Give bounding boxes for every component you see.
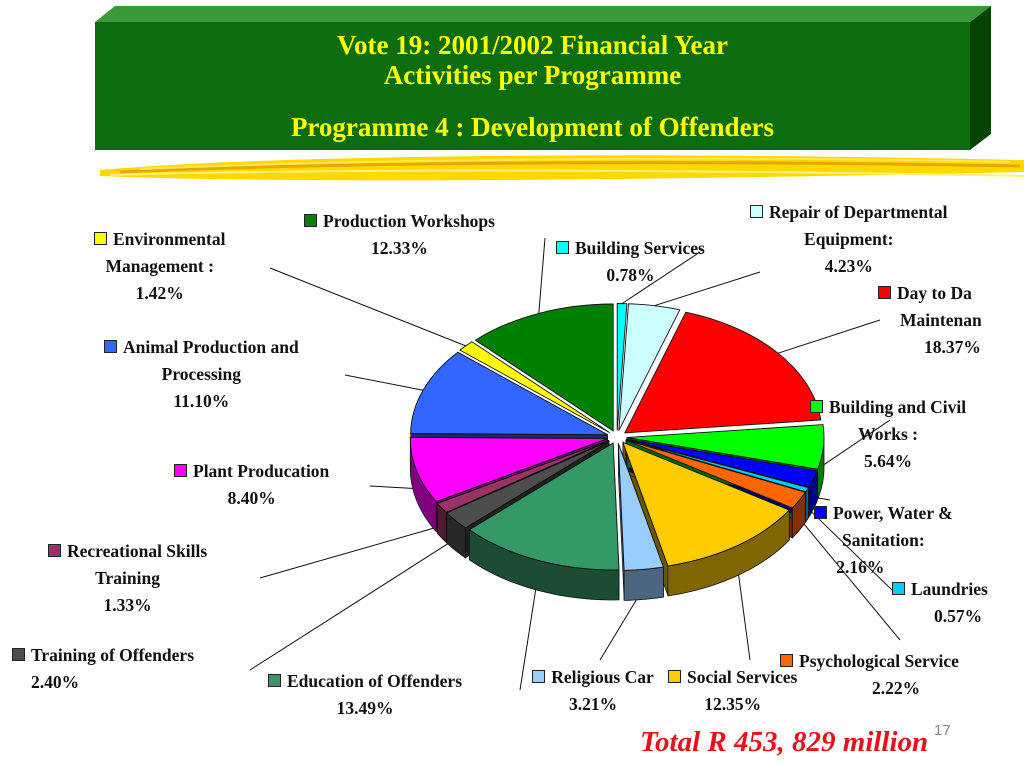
leader-line-13: [344, 374, 424, 391]
pie-slice-14: [459, 341, 610, 433]
page-number: 17: [934, 722, 951, 739]
slice-label-production-workshops: Production Workshops 12.33%: [304, 208, 495, 262]
leader-lines: [249, 237, 901, 691]
slice-label-repair-equipment: Repair of Departmental Equipment: 4.23%: [750, 199, 948, 280]
leader-line-1: [654, 271, 761, 307]
pie-slice-9: [468, 442, 620, 571]
pie-slice-7: [622, 441, 791, 567]
leader-line-2: [777, 319, 881, 354]
total-amount: Total R 453, 829 million: [640, 726, 929, 758]
title-banner-shape: [95, 6, 991, 150]
legend-swatch: [94, 232, 107, 245]
pie-slice-3: [626, 424, 825, 470]
legend-swatch: [304, 214, 317, 227]
title-line-1: Vote 19: 2001/2002 Financial Year: [337, 30, 728, 60]
slice-label-power-water-sanitation: Power, Water & Sanitation: 2.16%: [814, 500, 953, 581]
leader-line-7: [736, 563, 751, 661]
leader-line-11: [259, 525, 442, 579]
slice-label-building-services: Building Services 0.78%: [556, 235, 705, 289]
pie-slice-side-8: [623, 566, 664, 601]
legend-swatch: [268, 674, 281, 687]
slice-label-religious-care: Religious Car 3.21%: [518, 664, 668, 718]
pie-slice-8: [617, 443, 665, 571]
slice-label-recreational-skills: Recreational Skills Training 1.33%: [48, 538, 207, 619]
legend-swatch: [878, 286, 891, 299]
pie-slice-5: [626, 439, 810, 493]
legend-swatch: [750, 205, 763, 218]
slice-label-psychological-services: Psychological Service 2.22%: [780, 648, 1024, 702]
leader-line-0: [621, 251, 701, 304]
legend-swatch: [810, 400, 823, 413]
legend-swatch: [814, 506, 827, 519]
leader-line-12: [369, 485, 417, 490]
pie-slice-15: [474, 303, 614, 432]
pie-slice-10: [445, 440, 610, 529]
pie-slice-12: [409, 436, 608, 503]
legend-swatch: [780, 654, 793, 667]
slice-label-laundries: Laundries 0.57%: [892, 576, 1024, 630]
legend-swatch: [104, 340, 117, 353]
pie-tops: [409, 303, 825, 571]
legend-swatch: [892, 582, 905, 595]
title-banner: Vote 19: 2001/2002 Financial Year Activi…: [95, 6, 991, 150]
leader-line-3: [823, 419, 891, 466]
pie-slice-4: [626, 438, 818, 488]
legend-swatch: [532, 670, 546, 683]
pie-slice-1: [618, 303, 681, 431]
slice-label-building-civil-works: Building and Civil Works : 5.64%: [810, 394, 966, 475]
slice-label-plant-production: Plant Producation 8.40%: [174, 458, 329, 512]
title-line-3: Programme 4 : Development of Offenders: [290, 112, 775, 142]
pie-slice-11: [436, 440, 609, 513]
legend-swatch: [556, 241, 569, 254]
leader-line-10: [249, 538, 456, 671]
leader-line-15: [538, 237, 546, 314]
slice-label-social-services: Social Services 12.35%: [668, 664, 797, 718]
slice-label-training-of-offenders: Training of Offenders 2.40%: [12, 642, 194, 696]
leader-line-5: [806, 507, 893, 591]
legend-swatch: [12, 648, 25, 661]
leader-line-14: [269, 267, 466, 347]
yellow-swoosh-decoration: [100, 155, 1024, 181]
slice-label-day-to-day-maintenance: Day to Da Maintenan 18.37%: [878, 280, 1024, 361]
leader-line-6: [798, 517, 901, 641]
legend-swatch: [174, 464, 187, 477]
slice-label-animal-production: Animal Production and Processing 11.10%: [104, 334, 299, 415]
pie-slice-side-5: [805, 486, 809, 523]
title-line-2: Activities per Programme: [383, 60, 682, 90]
legend-swatch: [668, 670, 681, 683]
slice-label-environmental-management: Environmental Management : 1.42%: [94, 226, 225, 307]
pie-slice-13: [410, 351, 608, 436]
leader-line-9: [519, 578, 538, 691]
pie-slice-6: [625, 439, 807, 509]
pie-slice-0: [616, 303, 628, 431]
slice-label-education-of-offenders: Education of Offenders 13.49%: [268, 668, 462, 722]
legend-swatch: [48, 544, 61, 557]
